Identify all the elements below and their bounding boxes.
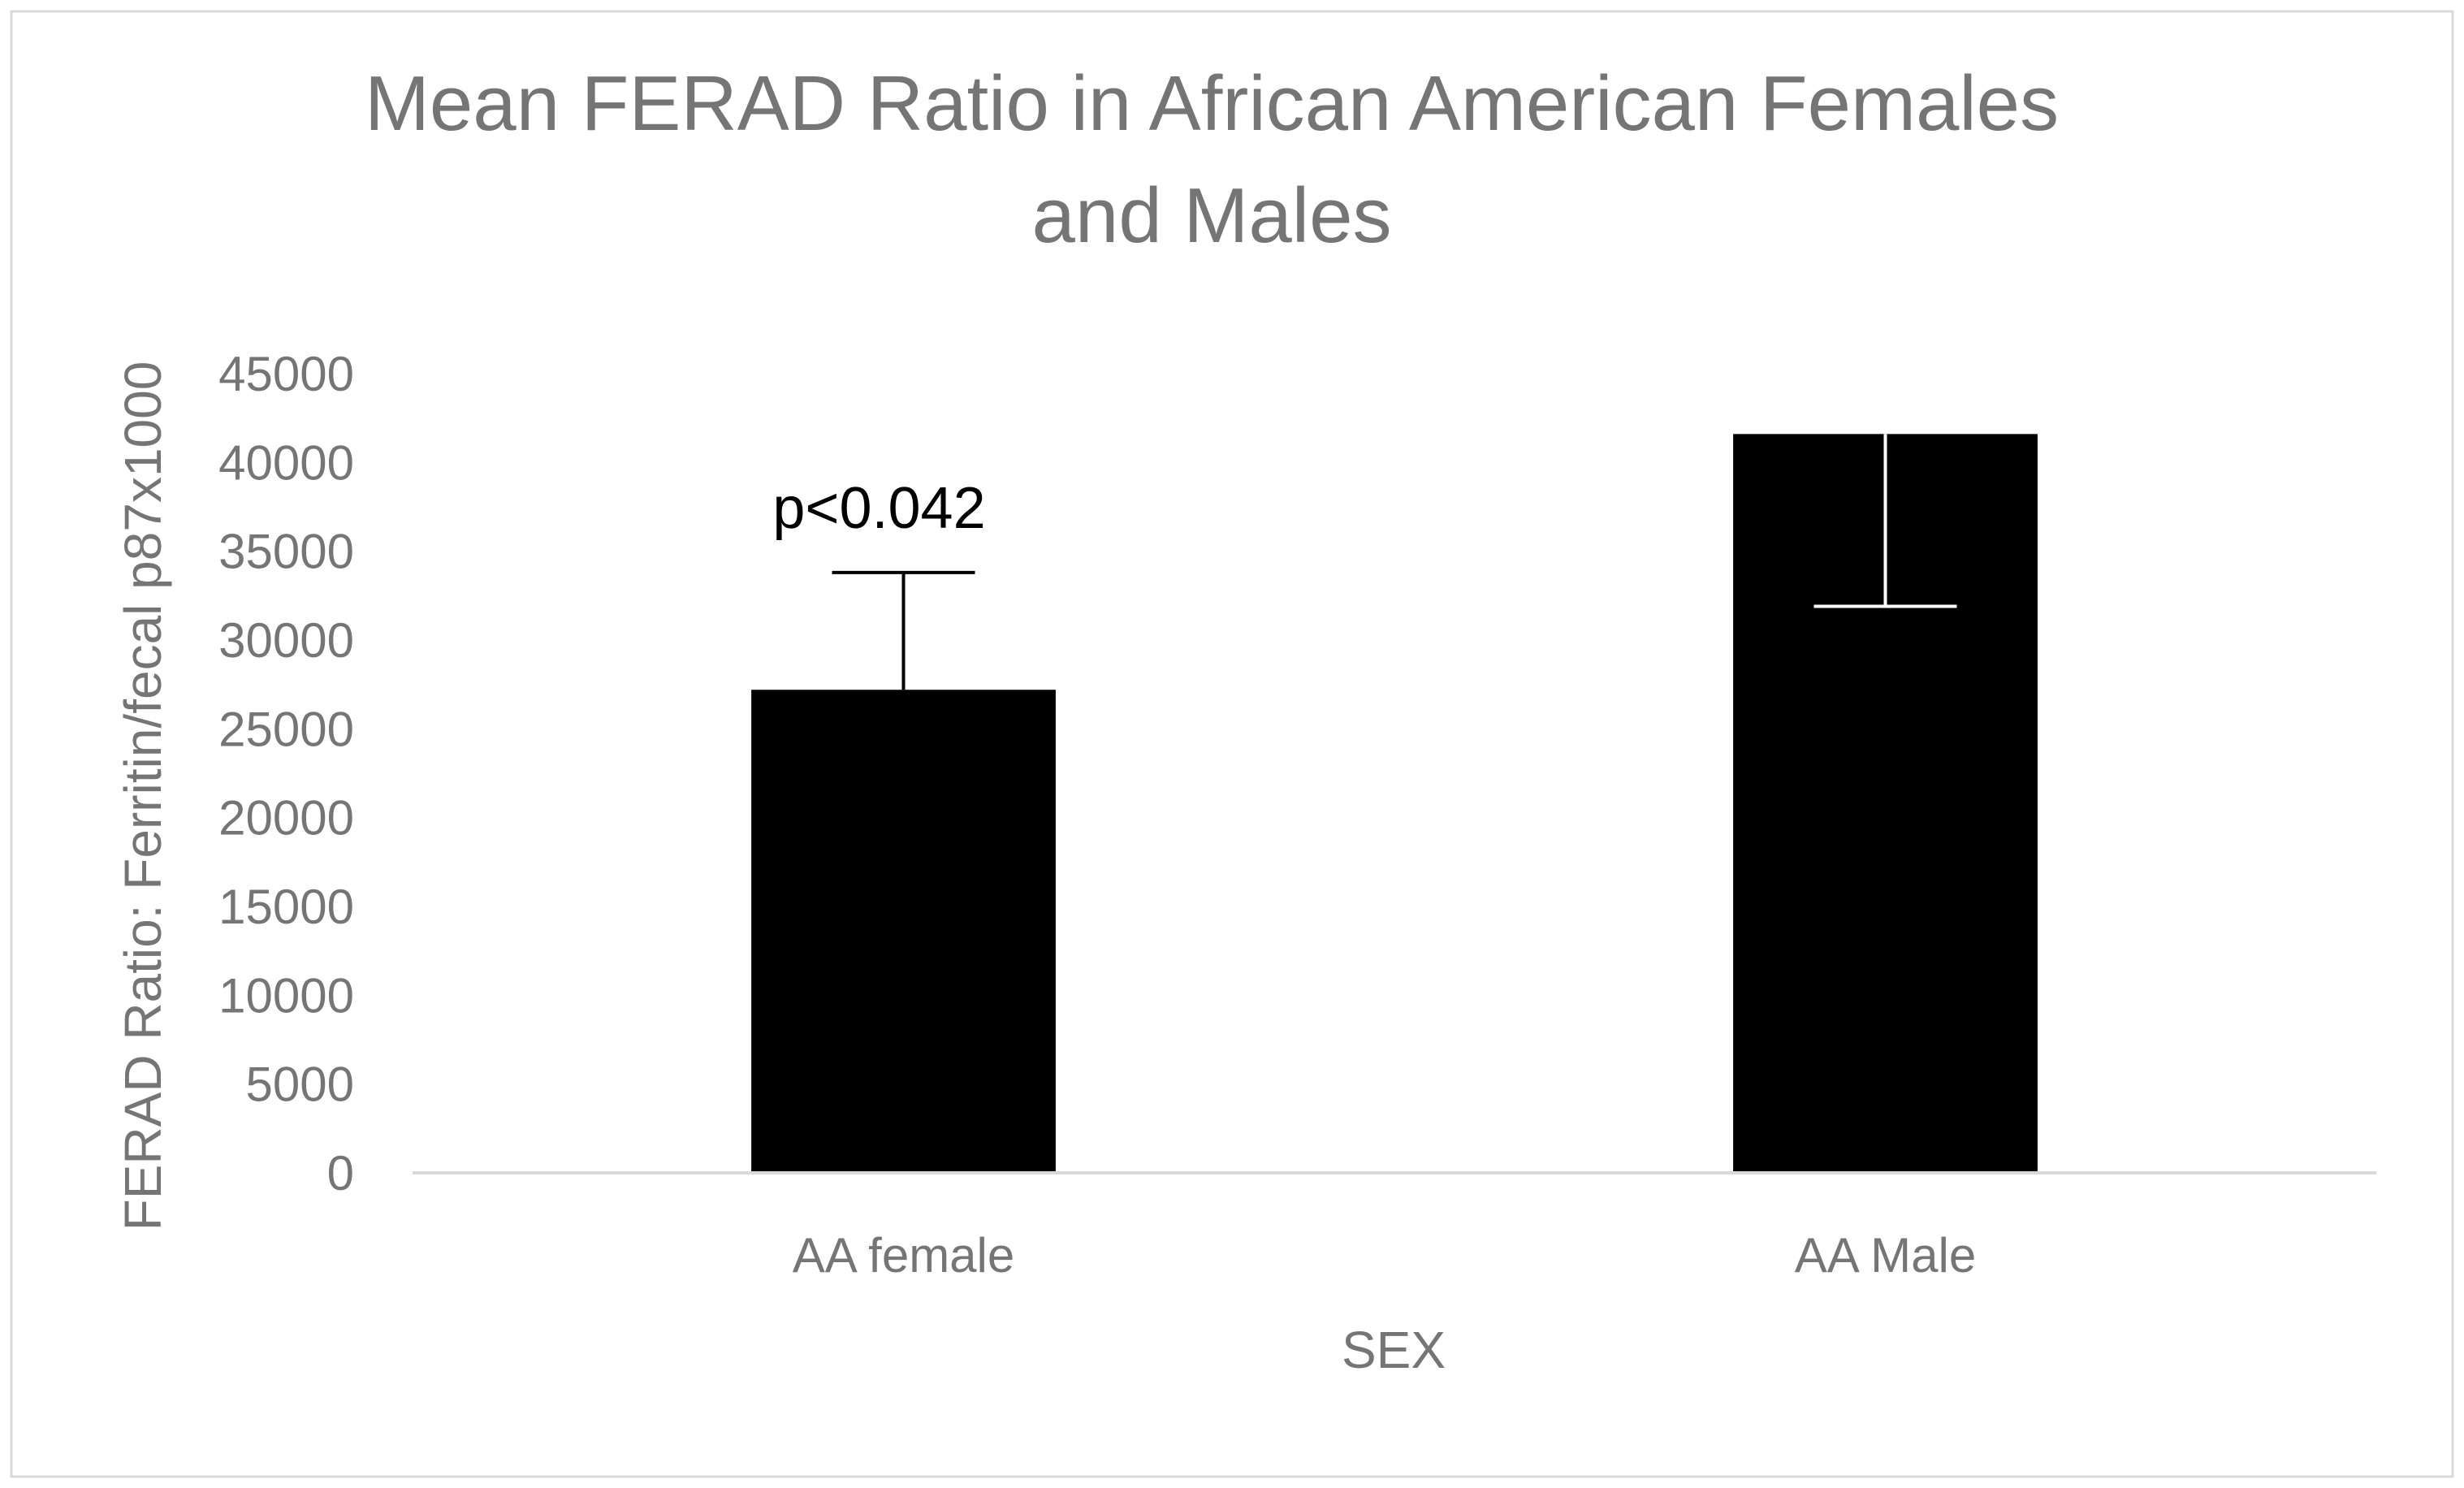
y-tick-label: 10000 [218,968,354,1023]
bar [751,690,1056,1173]
y-tick-label: 20000 [218,791,354,846]
x-axis-title: SEX [1342,1321,1446,1379]
x-tick-label: AA Male [1795,1228,1976,1283]
chart-title-line-1: Mean FERAD Ratio in African American Fem… [365,60,2059,147]
y-tick-label: 5000 [246,1058,354,1112]
chart-title-line-2: and Males [1032,172,1392,259]
y-tick-label: 15000 [218,880,354,934]
y-tick-labels: 0 5000 10000 15000 20000 25000 30000 35000 40000… [218,347,354,1200]
y-tick-label: 35000 [218,525,354,579]
y-tick-label: 40000 [218,435,354,490]
bars [751,434,2038,1173]
y-axis-title: FERAD Ratio: Ferritin/fecal p87x1000 [114,361,172,1231]
annotations: p<0.042 [772,476,985,541]
y-tick-label: 45000 [218,347,354,401]
x-tick-label: AA female [793,1228,1015,1283]
p-value-annotation: p<0.042 [772,476,985,541]
y-tick-label: 30000 [218,613,354,668]
y-tick-label: 0 [327,1146,354,1200]
chart-frame [10,10,2454,1478]
y-tick-label: 25000 [218,702,354,756]
x-tick-labels: AA female AA Male [793,1228,1976,1283]
error-bars [832,434,1957,690]
